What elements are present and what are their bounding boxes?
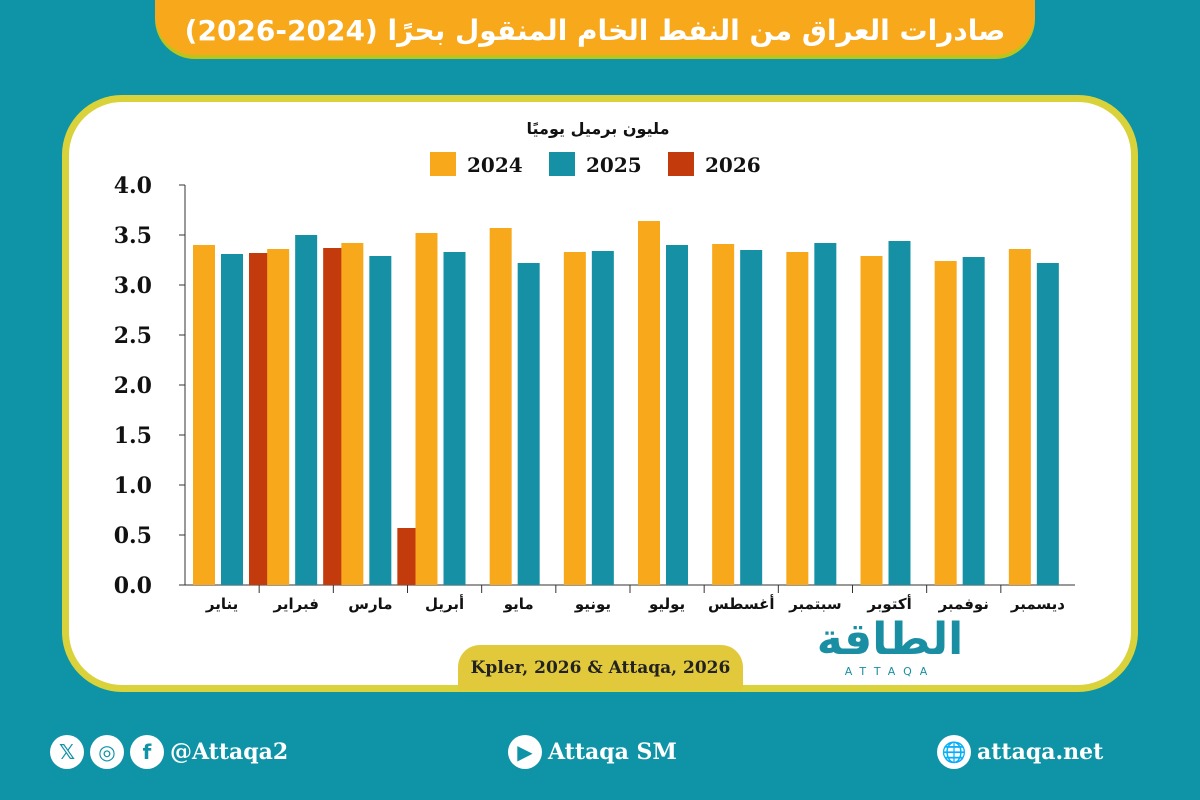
- bar-2025-9: [814, 243, 837, 585]
- x-tick-label: فبراير: [273, 595, 319, 613]
- bar-2024-4: [415, 233, 438, 585]
- social-group: 𝕏 ◎ f @Attaqa2: [50, 735, 288, 769]
- legend-swatch-2025: [549, 152, 575, 176]
- y-tick-label: 1.5: [114, 423, 152, 449]
- bar-2025-6: [591, 251, 614, 585]
- bar-2024-9: [786, 252, 809, 585]
- y-tick-label: 2.5: [114, 323, 152, 349]
- x-tick-label: أغسطس: [708, 594, 774, 613]
- globe-icon[interactable]: 🌐: [937, 735, 971, 769]
- bar-2024-3: [341, 243, 364, 585]
- website-link[interactable]: attaqa.net: [977, 739, 1104, 765]
- bar-2024-2: [267, 249, 290, 585]
- website-group: 🌐 attaqa.net: [937, 735, 1103, 769]
- youtube-group: ▶ Attaqa SM: [508, 735, 677, 769]
- bar-2025-3: [369, 256, 392, 585]
- bar-2026-1: [249, 253, 271, 585]
- bar-2024-8: [712, 244, 735, 585]
- y-tick-label: 3.5: [114, 223, 152, 249]
- bar-2025-11: [962, 257, 985, 585]
- bar-2024-5: [489, 228, 512, 585]
- y-tick-label: 3.0: [114, 273, 152, 299]
- chart-title: صادرات العراق من النفط الخام المنقول بحر…: [184, 14, 1006, 47]
- bar-2025-10: [888, 241, 911, 585]
- title-banner: صادرات العراق من النفط الخام المنقول بحر…: [155, 0, 1035, 55]
- bar-2024-10: [860, 256, 883, 585]
- bar-2024-11: [934, 261, 957, 585]
- legend-swatch-2026: [668, 152, 694, 176]
- bar-2024-1: [193, 245, 215, 585]
- source-label: Kpler, 2026 & Attaqa, 2026: [458, 645, 743, 690]
- bar-2025-2: [295, 235, 318, 585]
- bar-2025-4: [443, 252, 466, 585]
- x-tick-label: مارس: [348, 595, 392, 613]
- y-tick-label: 1.0: [114, 473, 152, 499]
- x-tick-label: سبتمبر: [788, 595, 842, 613]
- y-axis-unit-label: مليون برميل يوميًا: [527, 119, 670, 138]
- y-tick-label: 2.0: [114, 373, 152, 399]
- legend-swatch-2024: [430, 152, 456, 176]
- x-tick-label: مايو: [503, 595, 534, 613]
- bar-2024-12: [1008, 249, 1031, 585]
- bar-2025-5: [517, 263, 540, 585]
- x-tick-label: أكتوبر: [866, 594, 911, 613]
- legend-label-2026: 2026: [705, 153, 761, 177]
- social-handle[interactable]: @Attaqa2: [170, 739, 289, 765]
- x-tick-label: يونيو: [574, 595, 611, 613]
- facebook-icon[interactable]: f: [130, 735, 164, 769]
- bar-2025-8: [740, 250, 763, 585]
- y-tick-label: 4.0: [114, 173, 152, 199]
- bar-2025-7: [666, 245, 688, 585]
- logo-latin: ATTAQA: [844, 665, 936, 678]
- attaqa-logo: الطاقة ATTAQA: [800, 615, 980, 685]
- instagram-icon[interactable]: ◎: [90, 735, 124, 769]
- youtube-icon[interactable]: ▶: [508, 735, 542, 769]
- bar-2025-1: [221, 254, 243, 585]
- x-tick-label: يوليو: [648, 595, 685, 613]
- youtube-handle[interactable]: Attaqa SM: [548, 739, 677, 765]
- bar-2026-3: [397, 528, 420, 585]
- bar-2024-7: [638, 221, 660, 585]
- source-text: Kpler, 2026 & Attaqa, 2026: [470, 657, 731, 678]
- y-tick-label: 0.0: [114, 573, 152, 599]
- logo-arabic: الطاقة: [816, 614, 964, 665]
- legend-label-2024: 2024: [467, 153, 523, 177]
- bar-2026-2: [323, 248, 346, 585]
- footer: 𝕏 ◎ f @Attaqa2 ▶ Attaqa SM 🌐 attaqa.net: [0, 735, 1200, 780]
- bar-2025-12: [1036, 263, 1059, 585]
- y-tick-label: 0.5: [114, 523, 152, 549]
- x-tick-label: يناير: [205, 595, 238, 613]
- bar-2024-6: [563, 252, 586, 585]
- x-tick-label: ديسمبر: [1010, 595, 1065, 613]
- x-icon[interactable]: 𝕏: [50, 735, 84, 769]
- x-tick-label: نوفمبر: [938, 595, 989, 613]
- legend-label-2025: 2025: [586, 153, 642, 177]
- x-tick-label: أبريل: [425, 594, 464, 613]
